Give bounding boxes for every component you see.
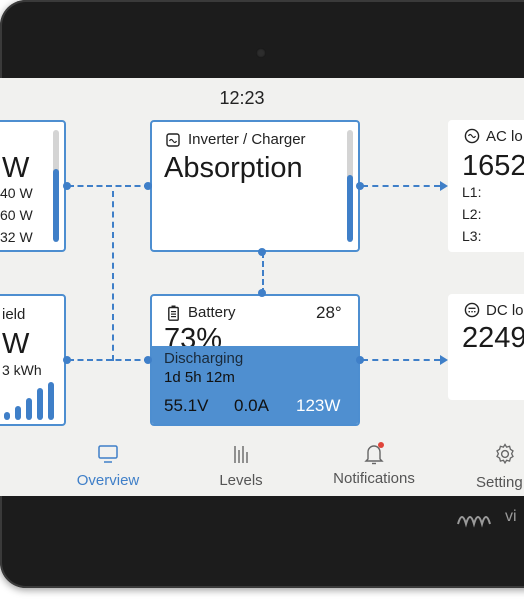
nav-levels[interactable]: Levels (206, 444, 276, 489)
connector-dot (258, 289, 266, 297)
battery-status: Discharging (164, 350, 244, 367)
ac-loads-card[interactable]: AC lo 1652 L1: L2: L3: (448, 120, 524, 252)
solar-yield-title: ield (2, 306, 26, 323)
overview-icon (98, 445, 118, 463)
victron-logo-icon (457, 516, 491, 528)
dc-loads-card[interactable]: DC lo 2249 (448, 294, 524, 400)
pv-charger-row-1: 40 W (0, 185, 33, 201)
solar-yield-power: W (2, 328, 30, 360)
nav-overview-label: Overview (76, 472, 140, 489)
connector-yield-battery (68, 359, 150, 361)
battery-card[interactable]: Battery 28° 73% Discharging 1d 5h 12m 55… (150, 294, 360, 426)
battery-time-remaining: 1d 5h 12m (164, 369, 235, 386)
connector-battery-dc (362, 359, 440, 361)
battery-status-panel: Discharging 1d 5h 12m 55.1V 0.0A 123W (152, 346, 358, 424)
nav-notifications[interactable]: Notifications (324, 440, 424, 487)
battery-icon (168, 305, 179, 321)
ac-loads-l1: L1: (462, 184, 482, 200)
pv-charger-card[interactable]: W 40 W 60 W 32 W (0, 120, 66, 252)
yield-bar (26, 398, 32, 420)
nav-notifications-label: Notifications (333, 470, 415, 487)
pv-charger-row-2: 60 W (0, 207, 33, 223)
camera-icon (256, 48, 266, 58)
brand-text: vi (505, 508, 517, 525)
clock: 12:23 (219, 88, 265, 108)
pv-charger-level-bar (53, 130, 59, 242)
battery-voltage: 55.1V (164, 396, 209, 415)
connector-dot (144, 356, 152, 364)
pv-charger-row-3: 32 W (0, 229, 33, 245)
connector-yield-inverter (112, 191, 114, 361)
nav-settings-label: Setting (476, 474, 523, 491)
solar-yield-chart (0, 380, 58, 420)
connector-dot (144, 182, 152, 190)
nav-overview[interactable]: Overview (68, 444, 148, 489)
inverter-charger-state: Absorption (164, 152, 303, 184)
battery-current: 0.0A (234, 396, 269, 415)
battery-power: 123W (296, 396, 341, 415)
dc-loads-icon (464, 302, 480, 318)
connector-dot (63, 356, 71, 364)
yield-bar (37, 388, 43, 420)
flow-arrow-icon (440, 181, 448, 191)
connector-dot (356, 356, 364, 364)
ac-loads-l3: L3: (462, 228, 482, 244)
pv-charger-power: W (2, 152, 30, 184)
pv-charger-level-fill (53, 169, 59, 242)
solar-yield-card[interactable]: ield W 3 kWh (0, 294, 66, 426)
dc-loads-title: DC lo (486, 302, 524, 319)
connector-inverter-battery (262, 252, 264, 294)
connector-dot (63, 182, 71, 190)
battery-title: Battery (188, 304, 236, 321)
yield-bar (4, 412, 10, 420)
solar-yield-energy: 3 kWh (2, 362, 42, 378)
screen: 12:23 W 40 W 60 W 32 W ield W 3 kWh (0, 78, 524, 496)
nav-levels-label: Levels (219, 472, 263, 489)
connector-pv-inverter (68, 185, 150, 187)
ac-loads-icon (464, 128, 480, 144)
nav-settings[interactable]: Setting (470, 442, 524, 491)
battery-temperature: 28° (316, 303, 342, 322)
yield-bar (48, 382, 54, 420)
inverter-charger-title: Inverter / Charger (188, 131, 306, 148)
connector-inverter-ac (362, 185, 440, 187)
connector-dot (356, 182, 364, 190)
connector-dot (258, 248, 266, 256)
inverter-charger-card[interactable]: Inverter / Charger Absorption (150, 120, 360, 252)
levels-icon (234, 446, 248, 463)
ac-loads-l2: L2: (462, 206, 482, 222)
inverter-level-fill (347, 174, 353, 242)
dc-loads-power: 2249 (462, 322, 524, 354)
inverter-icon (166, 133, 180, 147)
ac-loads-power: 1652 (462, 150, 524, 182)
inverter-level-bar (347, 130, 353, 242)
flow-arrow-icon (440, 355, 448, 365)
bell-icon (364, 442, 384, 465)
yield-bar (15, 406, 21, 420)
ac-loads-title: AC lo (486, 128, 523, 145)
gear-icon (496, 443, 514, 465)
